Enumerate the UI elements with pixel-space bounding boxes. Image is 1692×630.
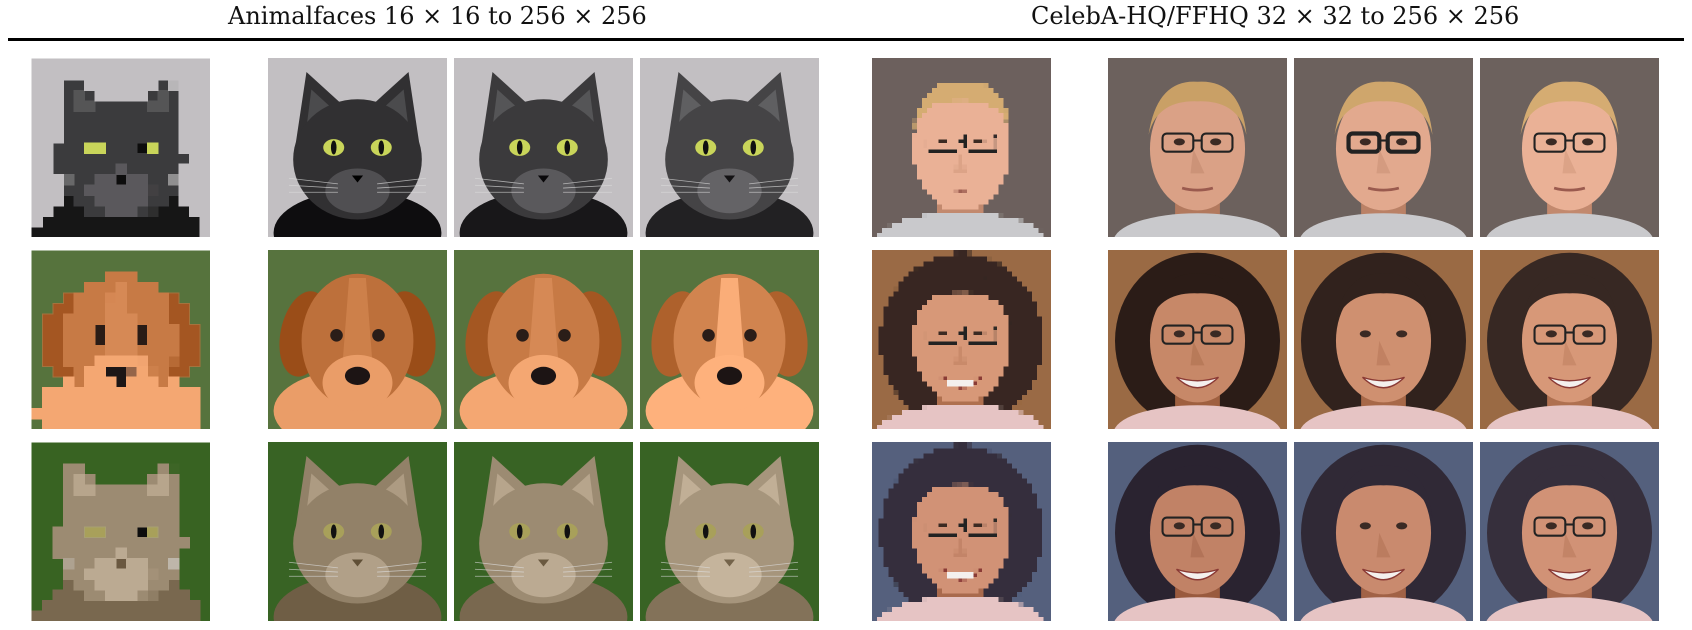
face-sample-3-smiling-woman-with-dark-hair <box>1480 442 1659 621</box>
animal-lowres-input-black-cat <box>31 58 210 237</box>
face-lowres-input-smiling-woman <box>872 250 1051 429</box>
header-rule <box>8 38 1684 41</box>
animal-sample-2-orange-dog <box>454 250 633 429</box>
face-sample-1-smiling-woman-with-dark-hair <box>1108 442 1287 621</box>
animal-lowres-input-orange-dog <box>31 250 210 429</box>
face-sample-1-blond-man <box>1108 58 1287 237</box>
animal-sample-1-tabby-cat <box>268 442 447 621</box>
animal-sample-3-black-cat <box>640 58 819 237</box>
animal-sample-2-tabby-cat <box>454 442 633 621</box>
face-lowres-input-blond-man <box>872 58 1051 237</box>
face-sample-1-smiling-woman <box>1108 250 1287 429</box>
face-sample-3-smiling-woman <box>1480 250 1659 429</box>
animal-sample-1-black-cat <box>268 58 447 237</box>
animal-lowres-input-tabby-cat <box>31 442 210 621</box>
animal-sample-3-orange-dog <box>640 250 819 429</box>
celeba-heading: CelebA-HQ/FFHQ 32 × 32 to 256 × 256 <box>1031 2 1520 30</box>
animal-sample-3-tabby-cat <box>640 442 819 621</box>
animal-sample-1-orange-dog <box>268 250 447 429</box>
face-sample-2-blond-man <box>1294 58 1473 237</box>
face-sample-2-smiling-woman-with-dark-hair <box>1294 442 1473 621</box>
face-sample-3-blond-man <box>1480 58 1659 237</box>
animalfaces-heading: Animalfaces 16 × 16 to 256 × 256 <box>228 2 647 30</box>
face-sample-2-smiling-woman <box>1294 250 1473 429</box>
animal-sample-2-black-cat <box>454 58 633 237</box>
face-lowres-input-smiling-woman-with-dark-hair <box>872 442 1051 621</box>
